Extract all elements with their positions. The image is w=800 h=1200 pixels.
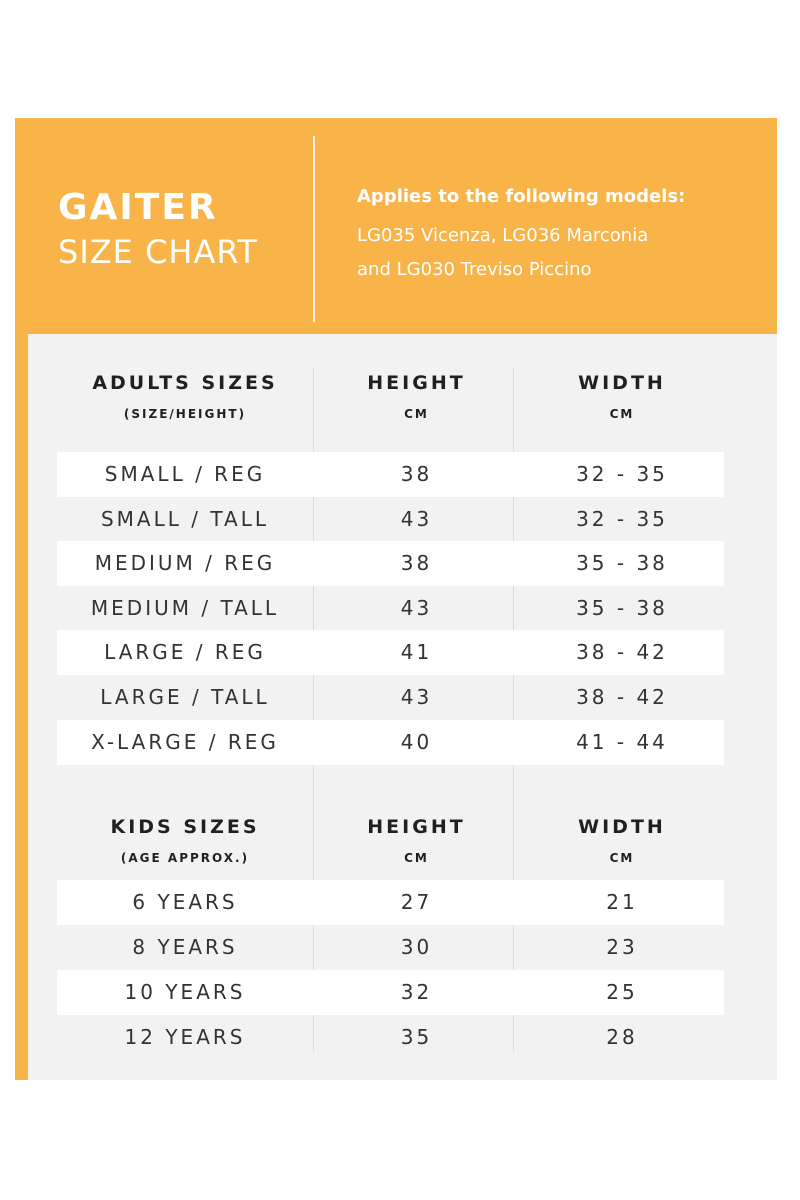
size-cell: 6 YEARS — [132, 890, 238, 914]
width-cell: 28 — [606, 1025, 638, 1049]
kids-width-unit: CM — [609, 851, 635, 865]
width-cell: 35 - 38 — [576, 551, 668, 575]
size-cell: MEDIUM / TALL — [90, 596, 280, 620]
height-cell: 35 — [400, 1025, 433, 1049]
chart-title: GAITER — [58, 187, 218, 228]
kids-size-header: KIDS SIZES — [110, 816, 260, 838]
width-cell: 25 — [606, 980, 638, 1004]
kids-width-header: WIDTH — [578, 816, 666, 838]
width-cell: 23 — [606, 935, 638, 959]
width-cell: 35 - 38 — [576, 596, 668, 620]
column-divider — [513, 368, 514, 1052]
table-row: SMALL / REG 38 32 - 35 — [57, 452, 724, 497]
adults-height-unit: CM — [404, 407, 429, 421]
table-row: LARGE / TALL 43 38 - 42 — [57, 675, 724, 720]
size-cell: LARGE / TALL — [100, 685, 270, 709]
table-row: 12 YEARS 35 28 — [57, 1015, 724, 1060]
size-cell: 12 YEARS — [124, 1025, 246, 1049]
chart-subtitle: SIZE CHART — [58, 233, 258, 271]
adults-width-header: WIDTH — [578, 372, 666, 394]
size-cell: MEDIUM / REG — [94, 551, 276, 575]
models-line-1: LG035 Vicenza, LG036 Marconia — [357, 225, 649, 246]
size-chart: GAITER SIZE CHART Applies to the followi… — [15, 118, 777, 1080]
table-row: MEDIUM / REG 38 35 - 38 — [57, 541, 724, 586]
width-cell: 38 - 42 — [576, 640, 668, 664]
size-cell: SMALL / REG — [104, 462, 266, 486]
table-row: 10 YEARS 32 25 — [57, 970, 724, 1015]
kids-size-subheader: (AGE APPROX.) — [120, 851, 250, 865]
adults-size-header: ADULTS SIZES — [92, 372, 278, 394]
size-cell: 8 YEARS — [132, 935, 238, 959]
height-cell: 41 — [400, 640, 433, 664]
chart-header: GAITER SIZE CHART Applies to the followi… — [15, 118, 777, 334]
size-cell: SMALL / TALL — [100, 507, 269, 531]
adults-width-unit: CM — [609, 407, 635, 421]
height-cell: 43 — [400, 596, 433, 620]
table-row: SMALL / TALL 43 32 - 35 — [57, 497, 724, 542]
height-cell: 30 — [400, 935, 433, 959]
size-cell: X-LARGE / REG — [91, 730, 279, 754]
height-cell: 38 — [400, 551, 433, 575]
size-cell: LARGE / REG — [104, 640, 266, 664]
adults-size-subheader: (SIZE/HEIGHT) — [123, 407, 247, 421]
header-divider — [313, 136, 315, 322]
models-line-2: and LG030 Treviso Piccino — [357, 259, 592, 280]
width-cell: 32 - 35 — [576, 462, 668, 486]
width-cell: 41 - 44 — [576, 730, 668, 754]
height-cell: 43 — [400, 685, 433, 709]
table-row: 6 YEARS 27 21 — [57, 880, 724, 925]
applies-heading: Applies to the following models: — [357, 186, 686, 207]
column-divider — [313, 368, 314, 1052]
size-table-panel: ADULTS SIZES (SIZE/HEIGHT) HEIGHT CM WID… — [28, 334, 777, 1080]
table-row: LARGE / REG 41 38 - 42 — [57, 630, 724, 675]
height-cell: 32 — [400, 980, 433, 1004]
table-row: X-LARGE / REG 40 41 - 44 — [57, 720, 724, 765]
adults-height-header: HEIGHT — [367, 372, 466, 394]
width-cell: 21 — [606, 890, 638, 914]
height-cell: 40 — [400, 730, 433, 754]
width-cell: 32 - 35 — [576, 507, 668, 531]
height-cell: 27 — [400, 890, 433, 914]
width-cell: 38 - 42 — [576, 685, 668, 709]
height-cell: 38 — [400, 462, 433, 486]
table-row: MEDIUM / TALL 43 35 - 38 — [57, 586, 724, 631]
height-cell: 43 — [400, 507, 433, 531]
size-cell: 10 YEARS — [124, 980, 246, 1004]
kids-height-header: HEIGHT — [367, 816, 466, 838]
applies-models: LG035 Vicenza, LG036 Marconia and LG030 … — [357, 219, 757, 287]
table-row: 8 YEARS 30 23 — [57, 925, 724, 970]
kids-height-unit: CM — [404, 851, 429, 865]
